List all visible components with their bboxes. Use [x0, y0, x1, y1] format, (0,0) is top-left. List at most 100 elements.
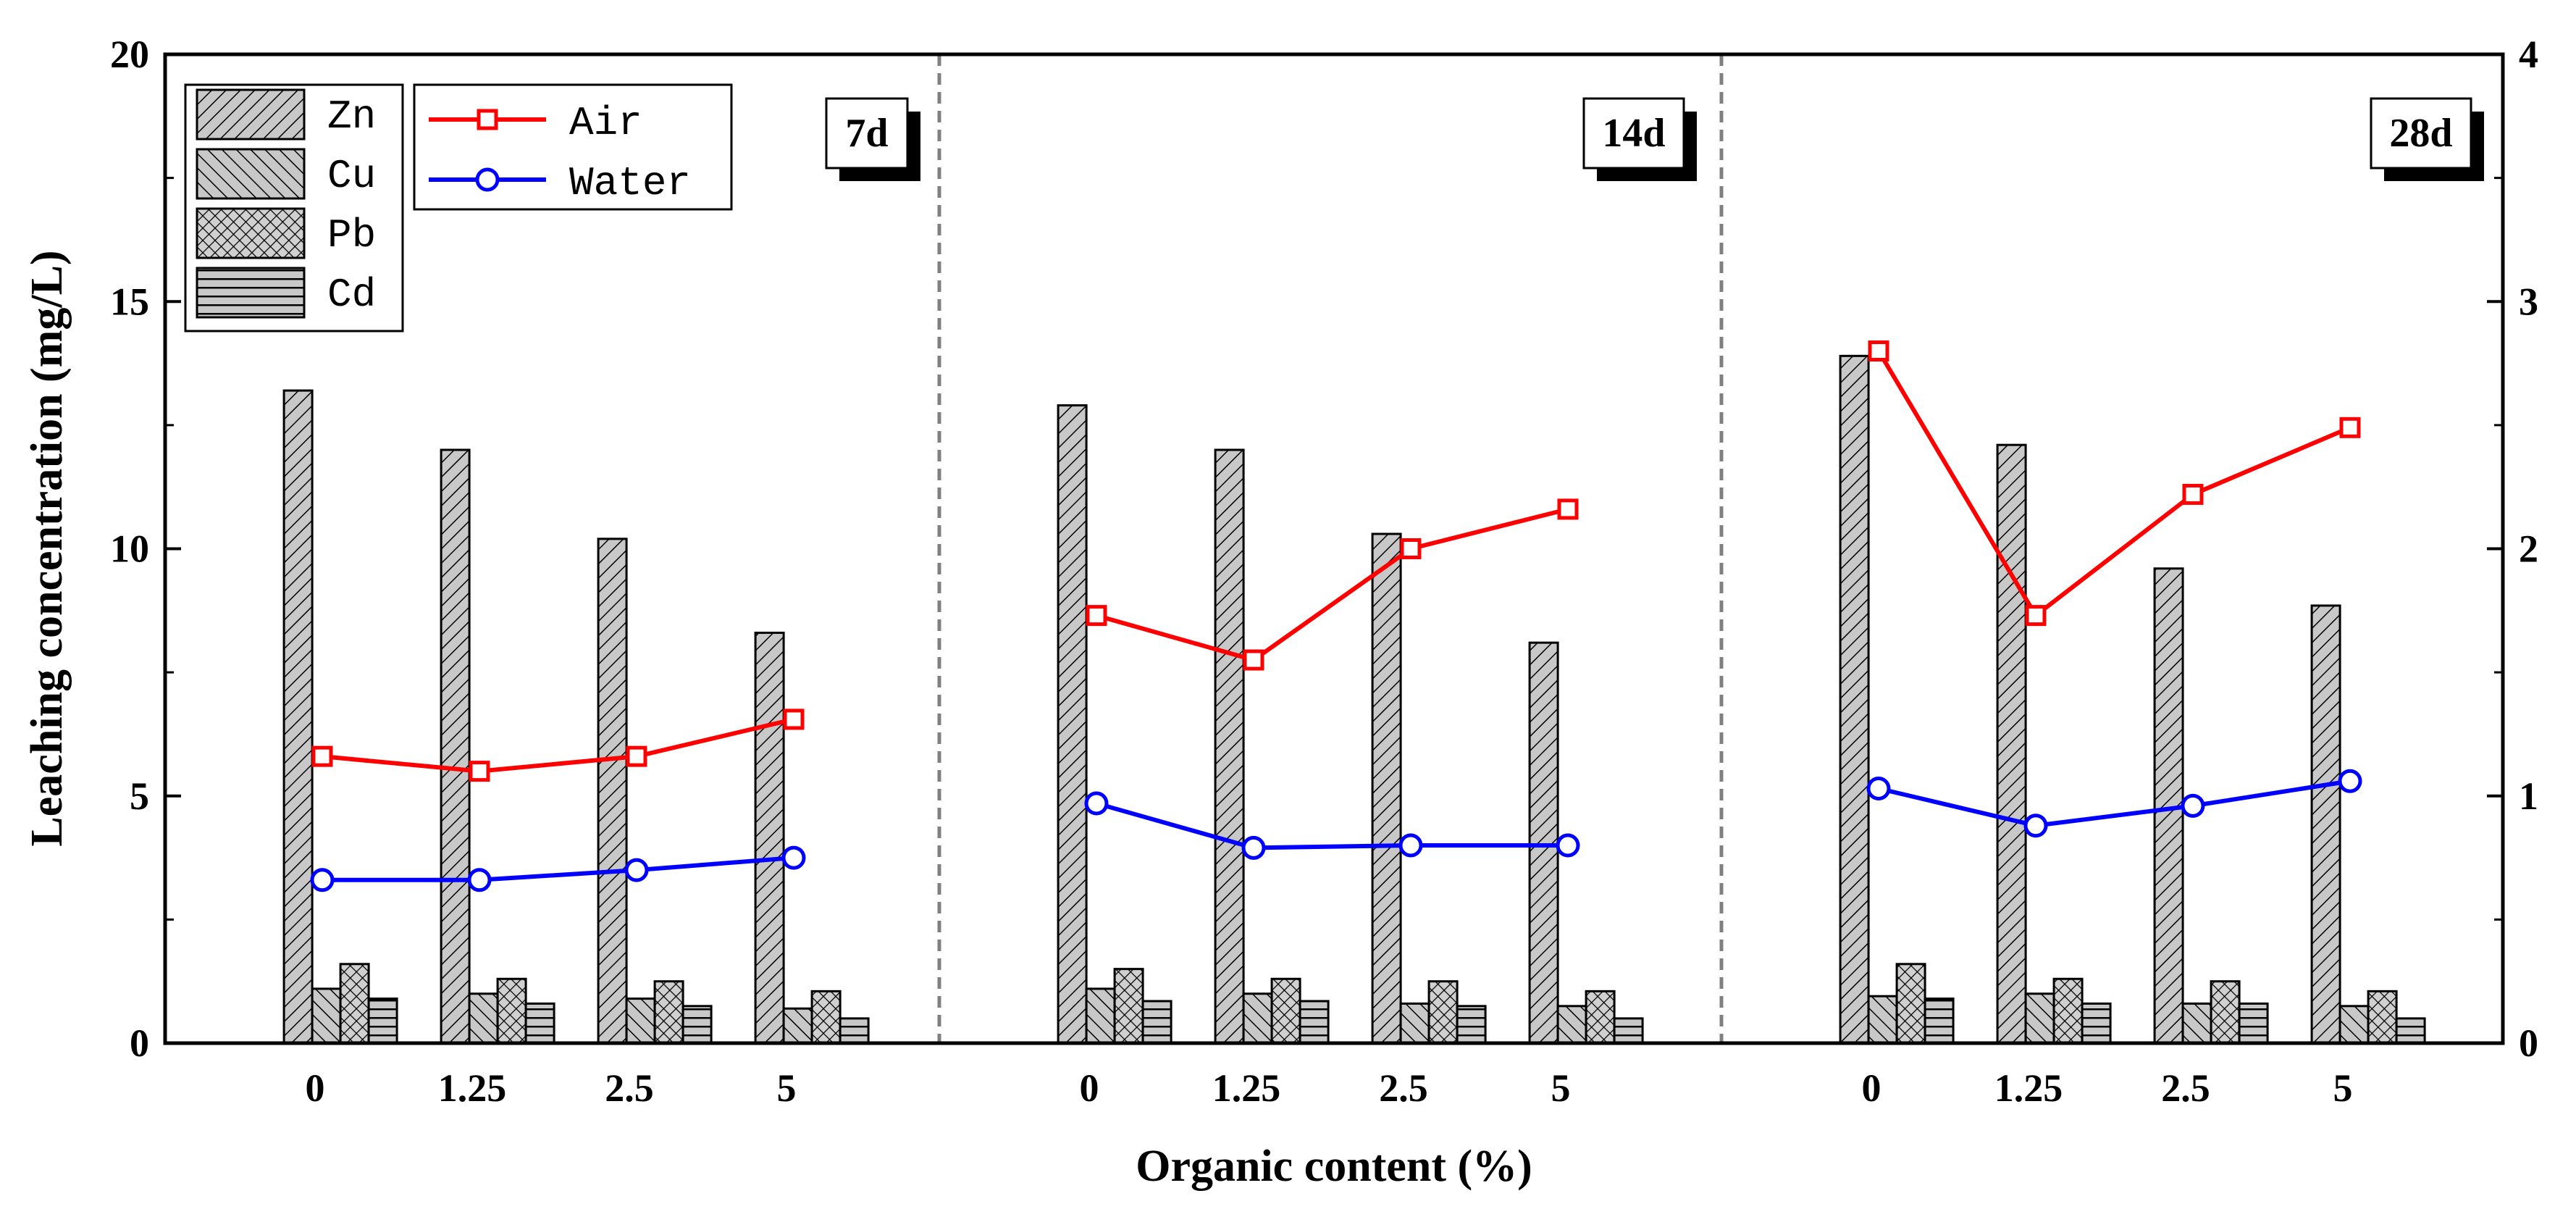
legend-label-pb: Pb [327, 212, 376, 259]
bar-zn [1057, 404, 1088, 1045]
line-legend-frame [413, 83, 733, 211]
point-water [2338, 769, 2362, 793]
x-tick-label: 5 [1551, 1066, 1571, 1110]
left-y-tick-label: 5 [130, 774, 149, 818]
bar-zn [1528, 641, 1559, 1045]
line-air [322, 717, 794, 774]
panel-label-box [825, 97, 909, 170]
point-water [310, 868, 335, 892]
point-air [469, 761, 490, 782]
left-y-tick-label: 10 [110, 527, 149, 571]
bar-zn [1214, 448, 1245, 1045]
point-water [2181, 793, 2205, 818]
bar-cd [1923, 998, 1955, 1045]
point-air [2182, 483, 2204, 505]
bar-zn [1839, 354, 1870, 1045]
bar-cu [2181, 1002, 2212, 1045]
point-water [1241, 835, 1266, 860]
panel-label-box [2370, 97, 2472, 170]
x-axis: 0 1.25 2.5 5 0 1.25 2.5 5 0 1.25 2.5 5 [306, 1066, 2353, 1110]
legend-swatch-pb [196, 207, 306, 259]
bar-pb [810, 990, 842, 1045]
bar-cd [524, 1002, 555, 1045]
right-y-tick-label: 2 [2519, 527, 2538, 571]
point-water [1084, 791, 1109, 816]
x-tick-label: 1.25 [1994, 1066, 2063, 1110]
panel-separators [937, 54, 1724, 1043]
lines-layer [310, 340, 2362, 892]
bar-cu [311, 987, 342, 1045]
bars-layer [282, 354, 2426, 1045]
legend-label-cd: Cd [327, 272, 376, 318]
bar-pb [339, 963, 370, 1045]
bar-cu [782, 1007, 813, 1045]
panel-labels: 7d 14d 28d [825, 97, 2484, 181]
point-water [624, 858, 649, 882]
bar-cu [468, 992, 499, 1045]
left-y-tick-label: 20 [110, 33, 149, 76]
panel-label-text: 28d [2389, 111, 2452, 156]
legend-swatch-cu [196, 148, 306, 200]
line-water [1096, 801, 1568, 850]
x-tick-label: 2.5 [2161, 1066, 2210, 1110]
bar-pb [1427, 980, 1459, 1045]
bar-cd [367, 998, 398, 1045]
legend-label-cu: Cu [327, 153, 376, 199]
x-tick-label: 2.5 [1379, 1066, 1428, 1110]
x-tick-label: 1.25 [438, 1066, 507, 1110]
bar-cd [2395, 1017, 2426, 1045]
bar-cd [681, 1005, 713, 1045]
legend-marker-water [475, 167, 500, 192]
bar-zn [440, 448, 471, 1045]
bar-cd [2081, 1002, 2112, 1045]
bar-cd [1613, 1017, 1644, 1045]
point-water [2023, 814, 2048, 838]
bar-cu [2024, 992, 2055, 1045]
legend-swatch-zn [196, 88, 306, 141]
left-y-axis: 0 5 10 15 20 [110, 33, 181, 1065]
legend-label-air: Air [569, 100, 642, 146]
bar-cd [1299, 1000, 1330, 1045]
bar-pb [1270, 977, 1301, 1045]
bar-cu [1867, 995, 1898, 1045]
point-water [1398, 833, 1423, 858]
point-water [1866, 777, 1891, 801]
panel-label-text: 7d [845, 111, 888, 156]
line-water [1878, 779, 2351, 828]
point-water [781, 845, 806, 870]
x-tick-label: 1.25 [1212, 1066, 1281, 1110]
left-y-tick-label: 15 [110, 280, 149, 323]
x-tick-label: 0 [1862, 1066, 1881, 1110]
bar-pb [496, 977, 527, 1045]
bar-zn [2310, 604, 2341, 1045]
bar-zn [1996, 443, 2027, 1045]
bar-pb [653, 980, 684, 1045]
legend-swatch-cd [196, 267, 306, 319]
bar-zn [282, 389, 314, 1045]
panel-label-box [1582, 97, 1685, 170]
legend-marker-air [477, 109, 498, 130]
panel-label-text: 14d [1602, 111, 1665, 156]
right-y-tick-label: 4 [2519, 33, 2538, 76]
x-tick-label: 2.5 [605, 1066, 654, 1110]
x-tick-label: 0 [306, 1066, 325, 1110]
point-water [467, 868, 492, 892]
bar-pb [2052, 977, 2084, 1045]
right-y-tick-label: 3 [2519, 280, 2538, 323]
legend-label-zn: Zn [327, 93, 376, 140]
bar-cd [1456, 1005, 1487, 1045]
bar-zn [597, 538, 628, 1045]
bar-zn [1371, 532, 1402, 1045]
point-air [1557, 498, 1579, 520]
bar-cu [1399, 1002, 1430, 1045]
line-air [1876, 349, 2351, 619]
point-air [1243, 649, 1264, 671]
bar-cd [2238, 1002, 2269, 1045]
left-y-tick-label: 0 [130, 1021, 149, 1065]
bar-pb [1113, 968, 1144, 1045]
point-water [1556, 833, 1580, 858]
bar-legend: Zn Cu Pb Cd [184, 83, 404, 333]
x-tick-label: 5 [777, 1066, 797, 1110]
bar-cu [1556, 1005, 1587, 1045]
